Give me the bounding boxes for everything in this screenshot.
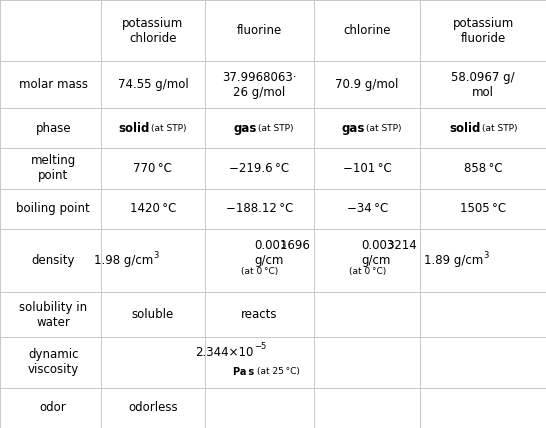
Text: 37.9968063·
26 g/mol: 37.9968063· 26 g/mol: [222, 71, 296, 99]
Text: gas: gas: [233, 122, 257, 135]
Text: melting
point: melting point: [31, 155, 76, 182]
Text: solubility in
water: solubility in water: [19, 300, 87, 329]
Text: 3: 3: [280, 241, 286, 250]
Text: solid: solid: [119, 122, 150, 135]
Text: 0.001696
g/cm: 0.001696 g/cm: [254, 239, 310, 267]
Text: (at 25 °C): (at 25 °C): [257, 367, 300, 376]
Text: 1420 °C: 1420 °C: [130, 202, 176, 215]
Text: −219.6 °C: −219.6 °C: [229, 162, 289, 175]
Text: reacts: reacts: [241, 308, 277, 321]
Text: 74.55 g/mol: 74.55 g/mol: [117, 78, 188, 91]
Text: (at 0 °C): (at 0 °C): [241, 267, 278, 276]
Text: (at STP): (at STP): [366, 124, 401, 133]
Text: −34 °C: −34 °C: [347, 202, 388, 215]
Text: density: density: [32, 254, 75, 267]
Text: −101 °C: −101 °C: [343, 162, 391, 175]
Text: (at STP): (at STP): [258, 124, 293, 133]
Text: soluble: soluble: [132, 308, 174, 321]
Text: −5: −5: [254, 342, 266, 351]
Text: molar mass: molar mass: [19, 78, 88, 91]
Text: solid: solid: [449, 122, 480, 135]
Text: (at STP): (at STP): [151, 124, 187, 133]
Text: potassium
fluoride: potassium fluoride: [453, 17, 514, 45]
Text: 70.9 g/mol: 70.9 g/mol: [335, 78, 399, 91]
Text: odorless: odorless: [128, 401, 177, 414]
Text: (at STP): (at STP): [482, 124, 517, 133]
Text: −188.12 °C: −188.12 °C: [225, 202, 293, 215]
Text: 3: 3: [153, 250, 158, 259]
Text: boiling point: boiling point: [16, 202, 90, 215]
Text: (at 0 °C): (at 0 °C): [348, 267, 386, 276]
Text: 1505 °C: 1505 °C: [460, 202, 506, 215]
Text: 770 °C: 770 °C: [133, 162, 173, 175]
Text: phase: phase: [35, 122, 71, 135]
Text: 2.344×10: 2.344×10: [195, 346, 254, 360]
Text: dynamic
viscosity: dynamic viscosity: [28, 348, 79, 376]
Text: 3: 3: [483, 250, 489, 259]
Text: fluorine: fluorine: [237, 24, 282, 37]
Text: gas: gas: [341, 122, 365, 135]
Text: 0.003214
g/cm: 0.003214 g/cm: [361, 239, 418, 267]
Text: 1.98 g/cm: 1.98 g/cm: [93, 254, 153, 267]
Text: 3: 3: [388, 241, 393, 250]
Text: 1.89 g/cm: 1.89 g/cm: [424, 254, 483, 267]
Text: potassium
chloride: potassium chloride: [122, 17, 183, 45]
Text: 858 °C: 858 °C: [464, 162, 502, 175]
Text: 58.0967 g/
mol: 58.0967 g/ mol: [452, 71, 515, 99]
Text: chlorine: chlorine: [343, 24, 391, 37]
Text: odor: odor: [40, 401, 67, 414]
Text: Pa s: Pa s: [233, 367, 254, 377]
